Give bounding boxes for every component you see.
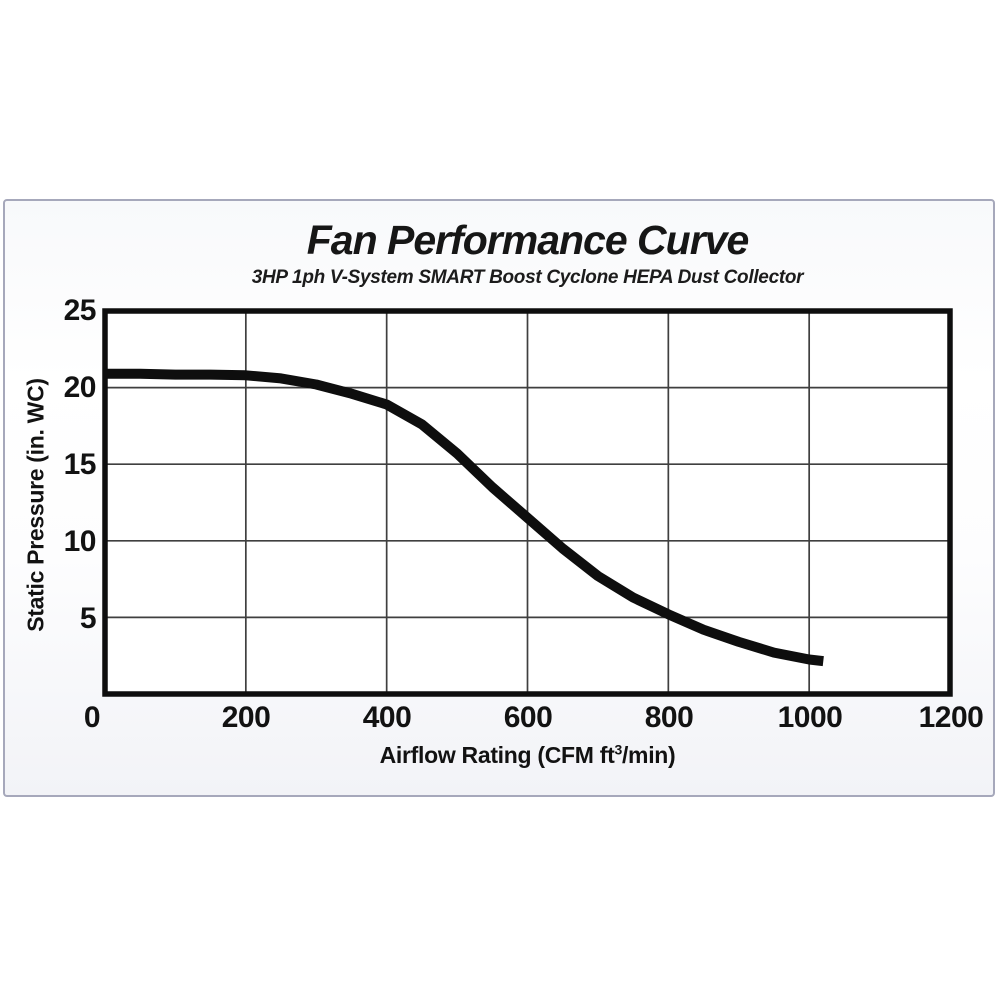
chart-title: Fan Performance Curve [306,217,750,263]
y-tick-10: 10 [63,525,97,558]
chart-subtitle: 3HP 1ph V-System SMART Boost Cyclone HEP… [251,267,804,288]
x-tick-800: 800 [644,701,694,734]
y-tick-25: 25 [63,294,97,327]
y-tick-5: 5 [79,602,97,635]
y-axis-title: Static Pressure (in. WC) [22,378,49,632]
x-axis-title: Airflow Rating (CFM ft3/min) [105,742,950,769]
x-axis-title-superscript: 3 [614,741,622,758]
x-axis-title-prefix: Airflow Rating (CFM ft [379,742,615,768]
x-tick-200: 200 [221,701,271,734]
x-tick-0: 0 [83,701,101,734]
x-tick-600: 600 [503,701,553,734]
x-axis-title-suffix: /min) [621,742,676,768]
y-tick-15: 15 [63,448,97,481]
x-tick-1200: 1200 [918,701,984,734]
y-tick-20: 20 [63,371,97,404]
x-tick-1000: 1000 [777,701,843,734]
x-tick-400: 400 [362,701,412,734]
